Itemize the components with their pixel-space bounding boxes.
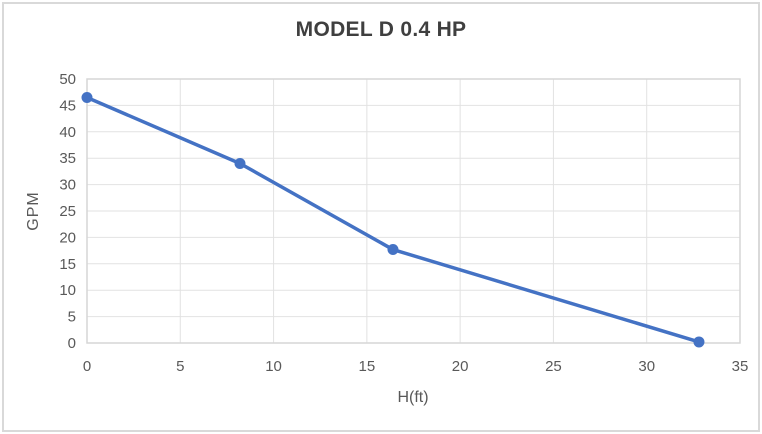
y-tick-label: 20 [59,229,76,246]
data-point-marker [81,91,93,103]
tick-label-layer: 0 5 10 15 20 25 30 35 40 45 50 0 5 10 15 20 25 30 35 [59,71,748,375]
plot-border [86,78,741,344]
y-tick-label: 15 [59,256,76,273]
y-axis-title: GPM [25,191,42,230]
series-layer [81,91,705,348]
chart-title: MODEL D 0.4 HP [295,18,467,41]
axis-layer [86,78,741,344]
y-tick-label: 50 [59,71,76,88]
x-axis-title: H(ft) [397,389,428,406]
grid-layer [86,78,741,344]
x-tick-label: 30 [638,358,655,375]
x-tick-label: 0 [83,358,91,375]
x-tick-label: 15 [359,358,376,375]
series-line [85,95,701,344]
x-tick-label: 35 [732,358,749,375]
data-point-marker [234,157,246,169]
x-tick-label: 10 [265,358,282,375]
y-tick-label: 45 [59,97,76,114]
x-tick-label: 25 [545,358,562,375]
y-tick-label: 5 [68,309,76,326]
y-tick-label: 40 [59,124,76,141]
x-tick-label: 20 [452,358,469,375]
y-tick-label: 30 [59,177,76,194]
data-point-marker [387,244,399,256]
y-tick-label: 0 [68,335,76,352]
y-tick-label: 25 [59,203,76,220]
data-point-marker [693,336,705,348]
x-tick-label: 5 [176,358,184,375]
y-tick-label: 35 [59,150,76,167]
y-tick-label: 10 [59,282,76,299]
